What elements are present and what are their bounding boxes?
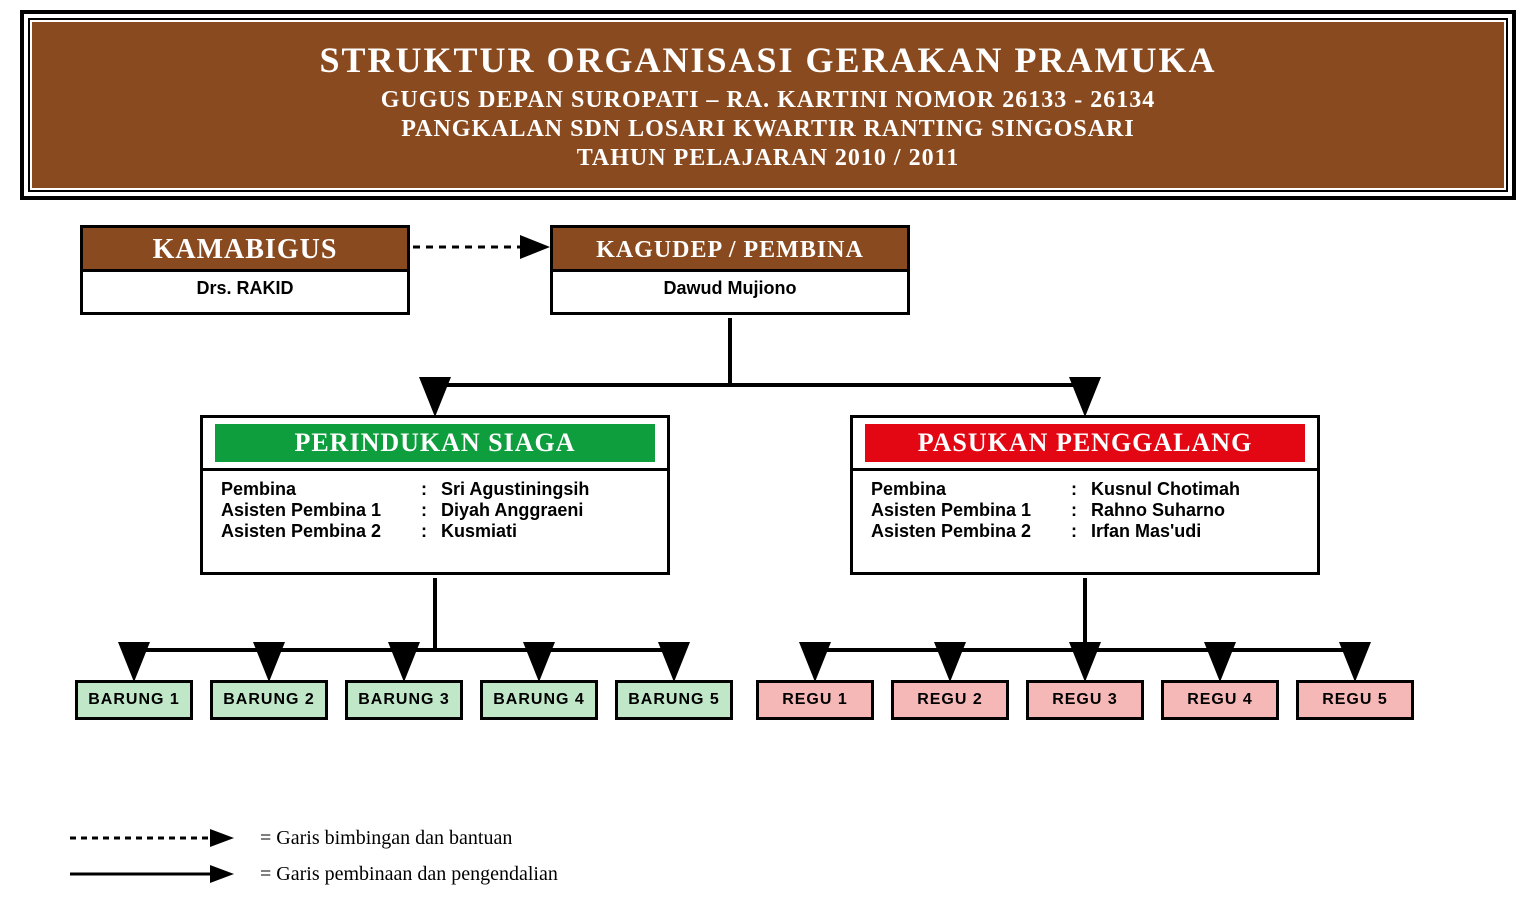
staff-value: Irfan Mas'udi — [1091, 521, 1299, 542]
legend-dashed-text: = Garis bimbingan dan bantuan — [240, 827, 512, 850]
penggalang-body: Pembina:Kusnul ChotimahAsisten Pembina 1… — [853, 471, 1317, 550]
staff-row: Pembina:Sri Agustiningsih — [221, 479, 649, 500]
unit-box: BARUNG 1 — [75, 680, 193, 720]
staff-colon: : — [421, 500, 441, 521]
kamabigus-name: Drs. RAKID — [83, 272, 407, 305]
header-line-2: GUGUS DEPAN SUROPATI – RA. KARTINI NOMOR… — [381, 87, 1156, 114]
legend-dashed-icon — [70, 828, 240, 848]
unit-box: REGU 5 — [1296, 680, 1414, 720]
header-line-4: TAHUN PELAJARAN 2010 / 2011 — [577, 145, 960, 172]
staff-label: Pembina — [871, 479, 1071, 500]
penggalang-title: PASUKAN PENGGALANG — [865, 424, 1305, 462]
unit-box: BARUNG 5 — [615, 680, 733, 720]
kagudep-node: KAGUDEP / PEMBINA GUDEP Dawud Mujiono — [550, 225, 910, 315]
siaga-body: Pembina:Sri AgustiningsihAsisten Pembina… — [203, 471, 667, 550]
unit-box: REGU 2 — [891, 680, 1009, 720]
staff-row: Asisten Pembina 1:Diyah Anggraeni — [221, 500, 649, 521]
legend: = Garis bimbingan dan bantuan = Garis pe… — [70, 820, 558, 892]
legend-row-dashed: = Garis bimbingan dan bantuan — [70, 820, 558, 856]
staff-label: Asisten Pembina 2 — [871, 521, 1071, 542]
unit-box: REGU 3 — [1026, 680, 1144, 720]
staff-colon: : — [421, 479, 441, 500]
kagudep-title: KAGUDEP / PEMBINA GUDEP — [553, 228, 907, 272]
staff-label: Asisten Pembina 1 — [221, 500, 421, 521]
kamabigus-node: KAMABIGUS Drs. RAKID — [80, 225, 410, 315]
unit-box: BARUNG 3 — [345, 680, 463, 720]
staff-row: Asisten Pembina 1:Rahno Suharno — [871, 500, 1299, 521]
unit-box: REGU 1 — [756, 680, 874, 720]
legend-row-solid: = Garis pembinaan dan pengendalian — [70, 856, 558, 892]
staff-value: Kusmiati — [441, 521, 649, 542]
header-frame: STRUKTUR ORGANISASI GERAKAN PRAMUKA GUGU… — [20, 10, 1516, 200]
header-banner: STRUKTUR ORGANISASI GERAKAN PRAMUKA GUGU… — [32, 22, 1504, 188]
staff-row: Pembina:Kusnul Chotimah — [871, 479, 1299, 500]
legend-solid-text: = Garis pembinaan dan pengendalian — [240, 863, 558, 886]
legend-solid-icon — [70, 864, 240, 884]
unit-box: BARUNG 4 — [480, 680, 598, 720]
staff-label: Asisten Pembina 2 — [221, 521, 421, 542]
staff-colon: : — [1071, 521, 1091, 542]
header-line-3: PANGKALAN SDN LOSARI KWARTIR RANTING SIN… — [401, 116, 1134, 143]
kamabigus-title: KAMABIGUS — [83, 228, 407, 272]
staff-colon: : — [421, 521, 441, 542]
header-line-1: STRUKTUR ORGANISASI GERAKAN PRAMUKA — [319, 39, 1216, 81]
header-frame-mid: STRUKTUR ORGANISASI GERAKAN PRAMUKA GUGU… — [28, 18, 1508, 192]
staff-value: Diyah Anggraeni — [441, 500, 649, 521]
staff-colon: : — [1071, 500, 1091, 521]
staff-value: Sri Agustiningsih — [441, 479, 649, 500]
siaga-title: PERINDUKAN SIAGA — [215, 424, 655, 462]
staff-row: Asisten Pembina 2:Irfan Mas'udi — [871, 521, 1299, 542]
penggalang-node: PASUKAN PENGGALANG Pembina:Kusnul Chotim… — [850, 415, 1320, 575]
staff-colon: : — [1071, 479, 1091, 500]
staff-row: Asisten Pembina 2:Kusmiati — [221, 521, 649, 542]
unit-box: REGU 4 — [1161, 680, 1279, 720]
siaga-node: PERINDUKAN SIAGA Pembina:Sri Agustinings… — [200, 415, 670, 575]
unit-box: BARUNG 2 — [210, 680, 328, 720]
staff-label: Pembina — [221, 479, 421, 500]
staff-value: Kusnul Chotimah — [1091, 479, 1299, 500]
staff-value: Rahno Suharno — [1091, 500, 1299, 521]
staff-label: Asisten Pembina 1 — [871, 500, 1071, 521]
